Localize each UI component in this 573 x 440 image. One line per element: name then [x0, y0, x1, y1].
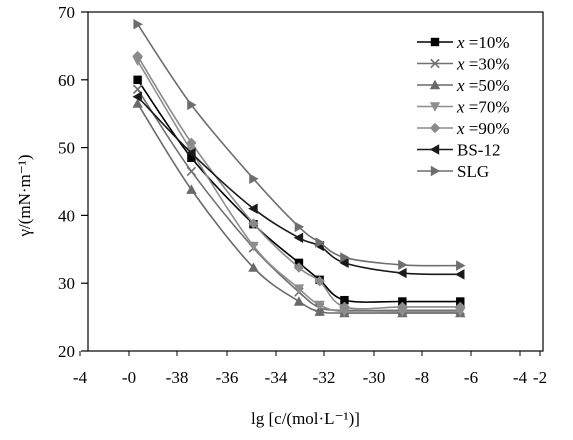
y-tick-label: 60 [58, 71, 75, 90]
legend-label: x =90% [456, 119, 510, 138]
data-point [133, 75, 142, 84]
data-point [398, 297, 407, 306]
data-point [186, 184, 197, 194]
data-point [294, 221, 305, 233]
legend: x =10% x =30% x =50% x =70% x =90% BS-12 SLG [417, 33, 510, 181]
x-tick-label: -0 [122, 368, 136, 387]
x-tick-label: -4 [513, 368, 528, 387]
data-point [132, 98, 143, 108]
x-tick-label: -6 [464, 368, 478, 387]
data-point [455, 301, 466, 313]
legend-label: x =10% [456, 33, 510, 52]
plot-border [87, 11, 544, 352]
data-point [340, 252, 350, 263]
data-point [339, 301, 350, 313]
series-x-70- [132, 56, 466, 317]
data-point [397, 301, 408, 313]
data-point [293, 284, 305, 294]
data-point [186, 137, 197, 149]
legend-label: x =30% [456, 55, 510, 74]
y-tick-label: 50 [58, 139, 75, 158]
data-point [456, 297, 465, 306]
y-tick-label: 20 [58, 342, 75, 361]
legend-marker [429, 122, 441, 134]
data-point [186, 147, 196, 159]
x-tick-label: -8 [415, 368, 429, 387]
y-axis-label: γ/(mN·m⁻¹) [15, 154, 34, 237]
data-point [339, 257, 349, 269]
data-point [132, 50, 143, 62]
data-point [314, 306, 325, 316]
data-point [398, 259, 408, 271]
data-point [186, 166, 197, 177]
x-axis-label: lg [c/(mol·L⁻¹)] [251, 409, 360, 428]
data-point [339, 307, 350, 317]
series-layer [132, 19, 466, 318]
series-slg [133, 19, 466, 271]
data-point [293, 232, 304, 243]
data-point [249, 173, 259, 184]
data-point [248, 241, 259, 252]
data-point [455, 269, 465, 280]
data-point [248, 218, 259, 229]
legend-marker [429, 144, 440, 155]
data-point [248, 262, 259, 272]
series-bs-12 [132, 91, 465, 280]
x-tick-label: -2 [533, 368, 547, 387]
x-tick-label: -34 [265, 368, 288, 387]
data-point [315, 237, 325, 248]
data-point [314, 300, 325, 311]
x-tick-label: -30 [363, 368, 386, 387]
y-tick-label: 40 [58, 206, 75, 225]
series-x-90- [132, 50, 466, 313]
series-line [136, 88, 461, 312]
data-point [455, 307, 466, 317]
y-axis: 20 30 40 50 60 70 [58, 3, 88, 361]
legend-marker [430, 165, 441, 177]
legend-label: x =50% [456, 76, 510, 95]
data-point [293, 296, 305, 306]
data-point [314, 275, 325, 287]
x-axis: -4 -0 -38 -36 -34 -32 -30 -8 -6 -4 -2 [73, 351, 547, 387]
y-tick-label: 70 [58, 3, 75, 22]
legend-label: BS-12 [457, 141, 500, 160]
data-point [187, 153, 196, 162]
data-point [397, 307, 408, 317]
legend-marker [429, 79, 441, 90]
data-point [132, 91, 142, 102]
legend-marker [430, 58, 440, 69]
data-point [293, 262, 305, 273]
y-tick-label: 30 [58, 274, 75, 293]
x-tick-label: -36 [216, 368, 239, 387]
plot-area [87, 11, 544, 352]
series-x-50- [132, 98, 466, 318]
data-point [397, 267, 407, 279]
data-point [187, 99, 197, 111]
series-x-30- [132, 84, 466, 316]
data-point [340, 295, 349, 305]
legend-marker [430, 37, 440, 47]
series-line [137, 96, 461, 276]
x-tick-label: -4 [73, 368, 88, 387]
data-point [133, 19, 143, 30]
legend-label: SLG [457, 162, 489, 181]
x-tick-label: -38 [166, 368, 189, 387]
x-tick-label: -32 [313, 368, 336, 387]
data-point [132, 84, 143, 95]
legend-label: x =70% [456, 98, 510, 117]
legend-marker [429, 102, 441, 112]
data-point [248, 203, 258, 214]
data-point [456, 260, 466, 271]
